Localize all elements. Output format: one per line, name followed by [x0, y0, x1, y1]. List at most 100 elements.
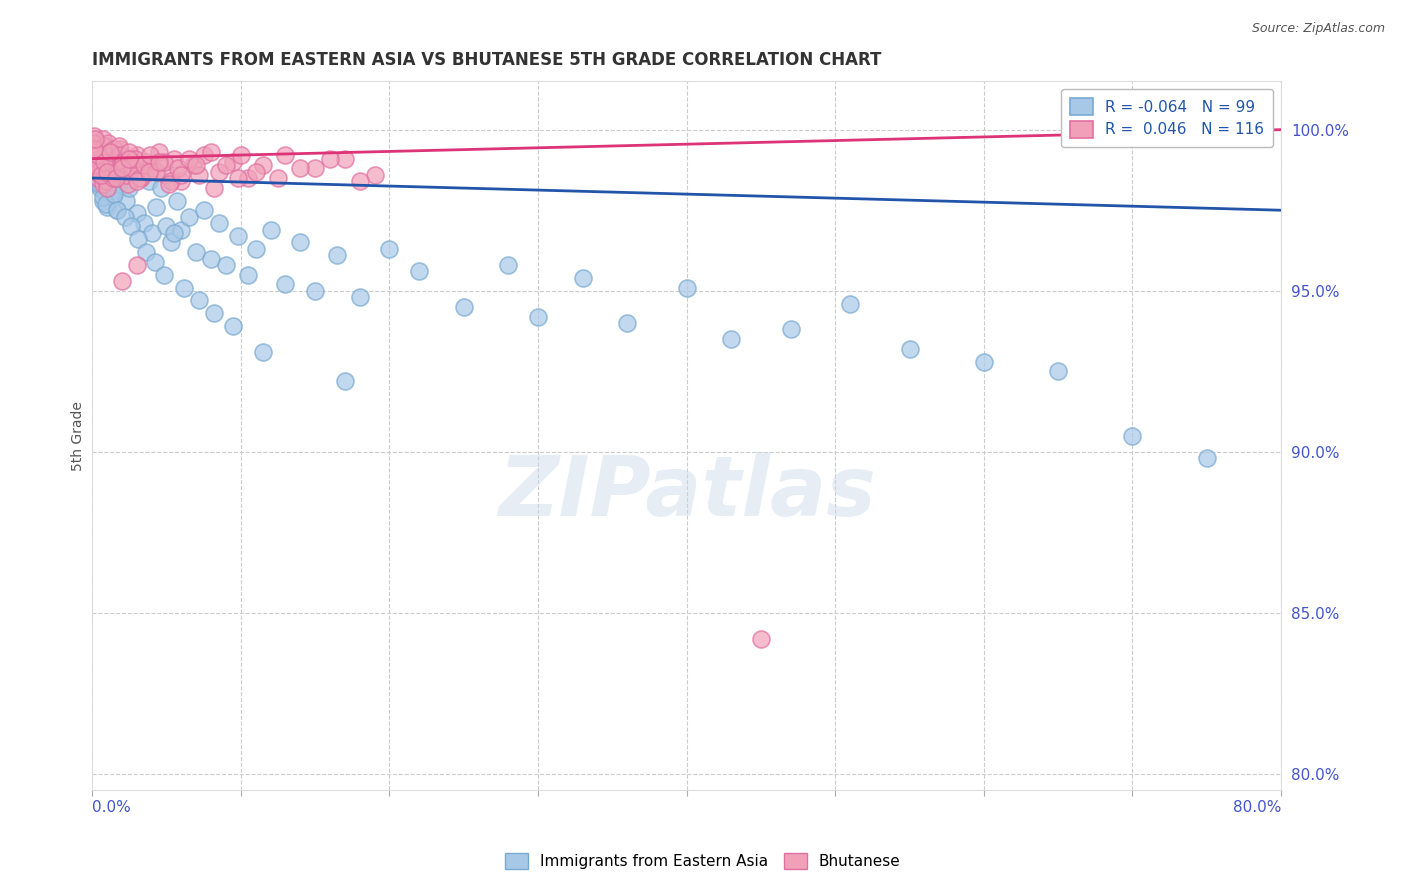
Point	[121, 161, 143, 176]
Point	[173, 280, 195, 294]
Point	[215, 158, 238, 172]
Point	[141, 161, 163, 176]
Point	[167, 161, 190, 176]
Point	[839, 296, 862, 310]
Point	[91, 161, 114, 176]
Point	[141, 226, 163, 240]
Point	[110, 161, 132, 176]
Point	[188, 293, 211, 308]
Point	[349, 290, 371, 304]
Point	[89, 145, 111, 160]
Point	[148, 145, 170, 160]
Point	[166, 194, 188, 208]
Point	[177, 152, 200, 166]
Point	[97, 152, 120, 166]
Point	[125, 174, 148, 188]
Point	[121, 158, 143, 172]
Point	[274, 277, 297, 292]
Point	[125, 206, 148, 220]
Point	[129, 171, 152, 186]
Point	[749, 632, 772, 646]
Point	[98, 148, 121, 162]
Point	[96, 164, 118, 178]
Legend: Immigrants from Eastern Asia, Bhutanese: Immigrants from Eastern Asia, Bhutanese	[499, 847, 907, 875]
Point	[89, 158, 111, 172]
Point	[90, 154, 112, 169]
Point	[86, 154, 108, 169]
Point	[100, 154, 122, 169]
Point	[378, 242, 401, 256]
Point	[94, 171, 117, 186]
Point	[226, 171, 249, 186]
Point	[134, 216, 156, 230]
Point	[108, 148, 131, 162]
Point	[117, 178, 139, 192]
Point	[90, 168, 112, 182]
Point	[110, 142, 132, 156]
Point	[83, 145, 105, 160]
Point	[87, 164, 110, 178]
Point	[1047, 364, 1070, 378]
Point	[363, 168, 385, 182]
Point	[170, 168, 193, 182]
Text: Source: ZipAtlas.com: Source: ZipAtlas.com	[1251, 22, 1385, 36]
Point	[127, 232, 149, 246]
Point	[87, 138, 110, 153]
Point	[238, 268, 260, 282]
Point	[87, 164, 110, 178]
Point	[170, 174, 193, 188]
Point	[290, 161, 312, 176]
Point	[571, 271, 593, 285]
Text: 0.0%: 0.0%	[93, 800, 131, 815]
Point	[145, 200, 167, 214]
Point	[120, 219, 142, 234]
Point	[527, 310, 550, 324]
Point	[118, 180, 141, 194]
Text: 80.0%: 80.0%	[1233, 800, 1281, 815]
Point	[87, 152, 110, 166]
Point	[222, 154, 245, 169]
Point	[86, 154, 108, 169]
Point	[118, 152, 141, 166]
Point	[779, 322, 801, 336]
Point	[973, 354, 995, 368]
Point	[87, 148, 110, 162]
Point	[104, 171, 127, 186]
Point	[149, 180, 172, 194]
Point	[200, 252, 222, 266]
Point	[93, 154, 115, 169]
Point	[90, 154, 112, 169]
Point	[114, 210, 136, 224]
Point	[128, 164, 150, 178]
Point	[84, 158, 107, 172]
Point	[94, 148, 117, 162]
Point	[290, 235, 312, 250]
Point	[115, 194, 138, 208]
Point	[101, 190, 124, 204]
Point	[97, 164, 120, 178]
Point	[207, 216, 229, 230]
Point	[98, 145, 121, 160]
Point	[98, 145, 121, 160]
Point	[98, 161, 121, 176]
Point	[83, 142, 105, 156]
Point	[229, 148, 252, 162]
Point	[89, 178, 111, 192]
Point	[84, 171, 107, 186]
Point	[111, 161, 134, 176]
Point	[111, 274, 134, 288]
Point	[267, 171, 290, 186]
Point	[111, 168, 134, 182]
Point	[304, 284, 326, 298]
Point	[84, 132, 107, 146]
Point	[83, 129, 105, 144]
Point	[259, 222, 281, 236]
Point	[100, 145, 122, 160]
Point	[91, 190, 114, 204]
Point	[148, 154, 170, 169]
Point	[134, 158, 156, 172]
Point	[125, 258, 148, 272]
Point	[84, 142, 107, 156]
Point	[86, 178, 108, 192]
Point	[111, 154, 134, 169]
